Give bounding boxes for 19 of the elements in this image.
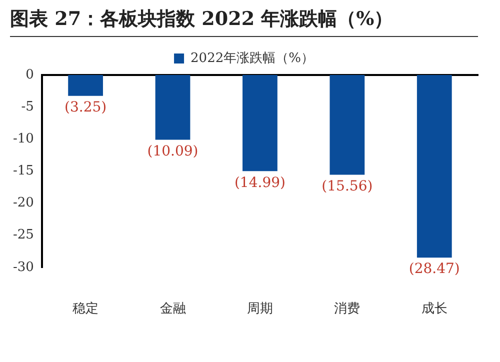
x-tick-label: 金融 — [160, 302, 186, 317]
x-tick-label: 消费 — [334, 302, 360, 317]
x-tick-label: 成长 — [421, 302, 448, 317]
y-tick-label: -15 — [12, 164, 34, 179]
legend-label: 2022年涨跌幅（%） — [190, 50, 314, 66]
data-label: (14.99) — [234, 174, 286, 191]
data-label: (15.56) — [322, 178, 373, 194]
y-tick-label: -25 — [12, 228, 34, 243]
y-tick-label: -30 — [12, 260, 34, 275]
data-label: (10.09) — [147, 143, 198, 160]
x-tick-label: 稳定 — [72, 302, 99, 317]
y-tick-label: 0 — [26, 67, 34, 82]
chart-title: 图表 27：各板块指数 2022 年涨跌幅（%） — [10, 6, 478, 37]
y-tick-label: -20 — [12, 196, 34, 211]
x-tick-label: 周期 — [246, 302, 273, 317]
data-label: (28.47) — [408, 261, 460, 278]
y-tick-label: -10 — [12, 132, 34, 147]
data-label: (3.25) — [64, 99, 107, 116]
y-tick-label: -5 — [21, 99, 34, 114]
